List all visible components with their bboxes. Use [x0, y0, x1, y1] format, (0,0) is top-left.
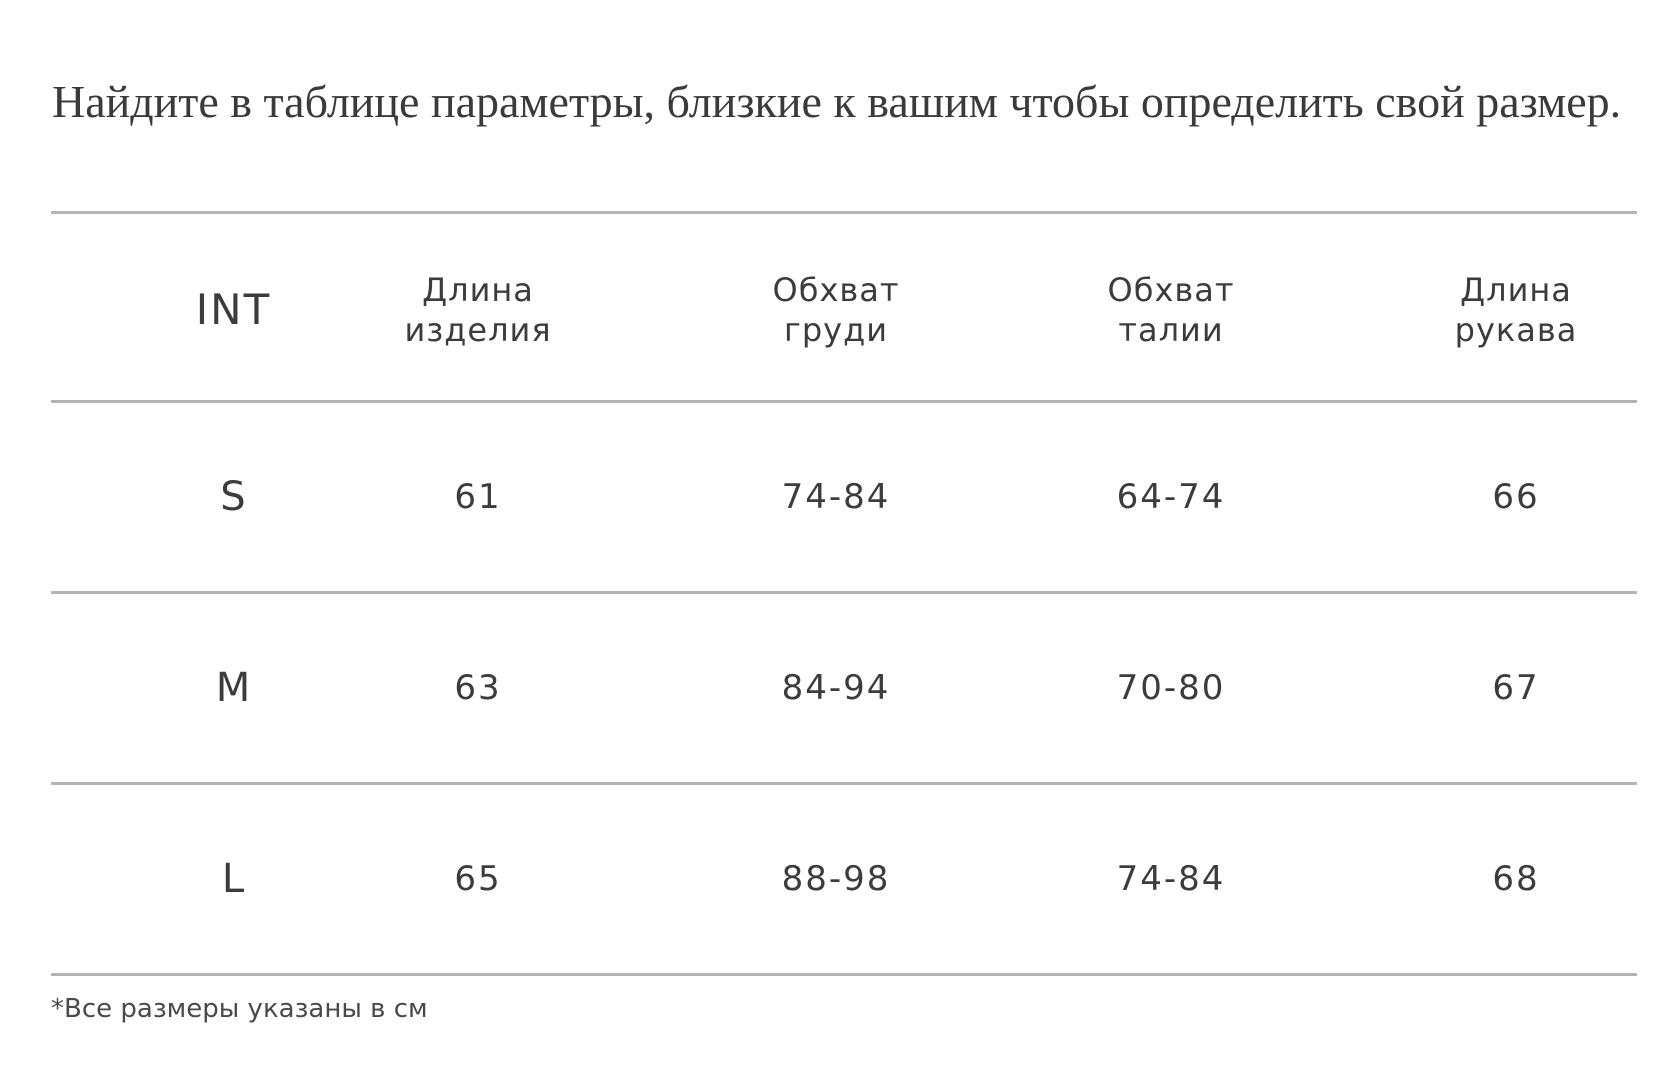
sleeve-value: 66 — [1492, 477, 1540, 517]
size-cell: S — [141, 403, 326, 591]
column-header-line: Длина — [422, 271, 534, 309]
column-header-label: Длина изделия — [404, 270, 551, 350]
table-header-row: INT Длина изделия Обхват груди Обхват та… — [51, 214, 1637, 403]
footnote: *Все размеры указаны в см — [51, 994, 428, 1024]
column-header-line: талии — [1118, 311, 1224, 349]
column-header-line: рукава — [1454, 311, 1578, 349]
column-header-label: INT — [195, 285, 272, 334]
page-title: Найдите в таблице параметры, близкие к в… — [52, 76, 1622, 127]
length-cell: 65 — [343, 785, 613, 973]
chest-value: 74-84 — [781, 477, 891, 517]
column-header-line: Обхват — [772, 271, 900, 309]
column-header-line: изделия — [404, 311, 552, 349]
sleeve-cell: 68 — [1366, 785, 1666, 973]
column-header-label: Обхват талии — [1108, 270, 1235, 350]
table-row-l: L 65 88-98 74-84 68 — [51, 785, 1637, 976]
column-header-chest: Обхват груди — [681, 214, 991, 400]
chest-cell: 88-98 — [681, 785, 991, 973]
length-value: 61 — [454, 477, 502, 517]
waist-cell: 70-80 — [1016, 594, 1326, 782]
column-header-line: Обхват — [1107, 271, 1235, 309]
length-value: 63 — [454, 668, 502, 708]
size-label: L — [221, 856, 246, 902]
chest-value: 88-98 — [781, 859, 891, 899]
chest-cell: 74-84 — [681, 403, 991, 591]
column-header-int: INT — [141, 214, 326, 400]
length-cell: 61 — [343, 403, 613, 591]
column-header-line: Длина — [1460, 271, 1572, 309]
size-label: S — [220, 474, 247, 520]
size-label: M — [215, 665, 252, 711]
length-cell: 63 — [343, 594, 613, 782]
sleeve-cell: 66 — [1366, 403, 1666, 591]
chest-value: 84-94 — [781, 668, 891, 708]
column-header-line: груди — [784, 311, 888, 349]
waist-value: 74-84 — [1116, 859, 1226, 899]
column-header-label: Обхват груди — [773, 270, 900, 350]
size-table: INT Длина изделия Обхват груди Обхват та… — [51, 211, 1637, 976]
waist-cell: 74-84 — [1016, 785, 1326, 973]
size-cell: L — [141, 785, 326, 973]
table-row-s: S 61 74-84 64-74 66 — [51, 403, 1637, 594]
waist-cell: 64-74 — [1016, 403, 1326, 591]
table-row-m: M 63 84-94 70-80 67 — [51, 594, 1637, 785]
sleeve-value: 68 — [1492, 859, 1540, 899]
length-value: 65 — [454, 859, 502, 899]
column-header-label: Длина рукава — [1455, 270, 1578, 350]
column-header-length: Длина изделия — [343, 214, 613, 400]
column-header-waist: Обхват талии — [1016, 214, 1326, 400]
waist-value: 64-74 — [1116, 477, 1226, 517]
waist-value: 70-80 — [1116, 668, 1226, 708]
chest-cell: 84-94 — [681, 594, 991, 782]
sleeve-cell: 67 — [1366, 594, 1666, 782]
sleeve-value: 67 — [1492, 668, 1540, 708]
column-header-sleeve: Длина рукава — [1366, 214, 1666, 400]
size-cell: M — [141, 594, 326, 782]
